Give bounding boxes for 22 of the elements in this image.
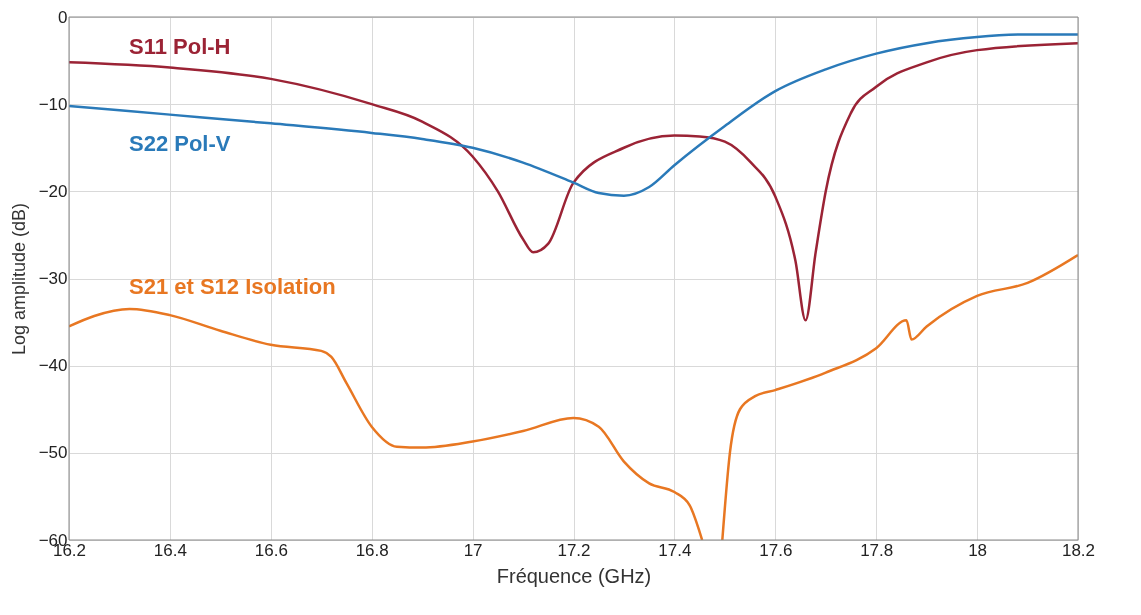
x-tick-label: 16.6 bbox=[254, 540, 288, 560]
y-tick-label: −30 bbox=[38, 269, 68, 288]
y-tick-label: −40 bbox=[38, 356, 68, 376]
x-tick-label: 18 bbox=[968, 540, 988, 560]
x-tick-label: 18.2 bbox=[1061, 540, 1096, 560]
y-tick-label: −50 bbox=[38, 443, 68, 463]
series-label: S21 et S12 Isolation bbox=[129, 274, 336, 299]
y-tick-label: 0 bbox=[58, 7, 68, 27]
line-series bbox=[69, 33, 1078, 197]
x-tick-label: 17.6 bbox=[759, 540, 793, 560]
y-tick-label: −20 bbox=[38, 181, 68, 201]
x-tick-label: 17.4 bbox=[658, 540, 692, 560]
x-tick-label: 16.8 bbox=[355, 540, 389, 560]
x-tick-label: 17.8 bbox=[860, 540, 894, 560]
x-tick-label: 16.4 bbox=[153, 540, 187, 560]
x-axis-title: Fréquence (GHz) bbox=[496, 564, 652, 587]
series-label: S11 Pol-H bbox=[129, 34, 231, 59]
y-axis-title: Log amplitude (dB) bbox=[8, 202, 29, 356]
x-tick-label: 17 bbox=[463, 540, 483, 560]
y-tick-label: −10 bbox=[38, 94, 68, 114]
x-tick-label: 17.2 bbox=[557, 540, 591, 560]
series-label: S22 Pol-V bbox=[129, 131, 231, 156]
